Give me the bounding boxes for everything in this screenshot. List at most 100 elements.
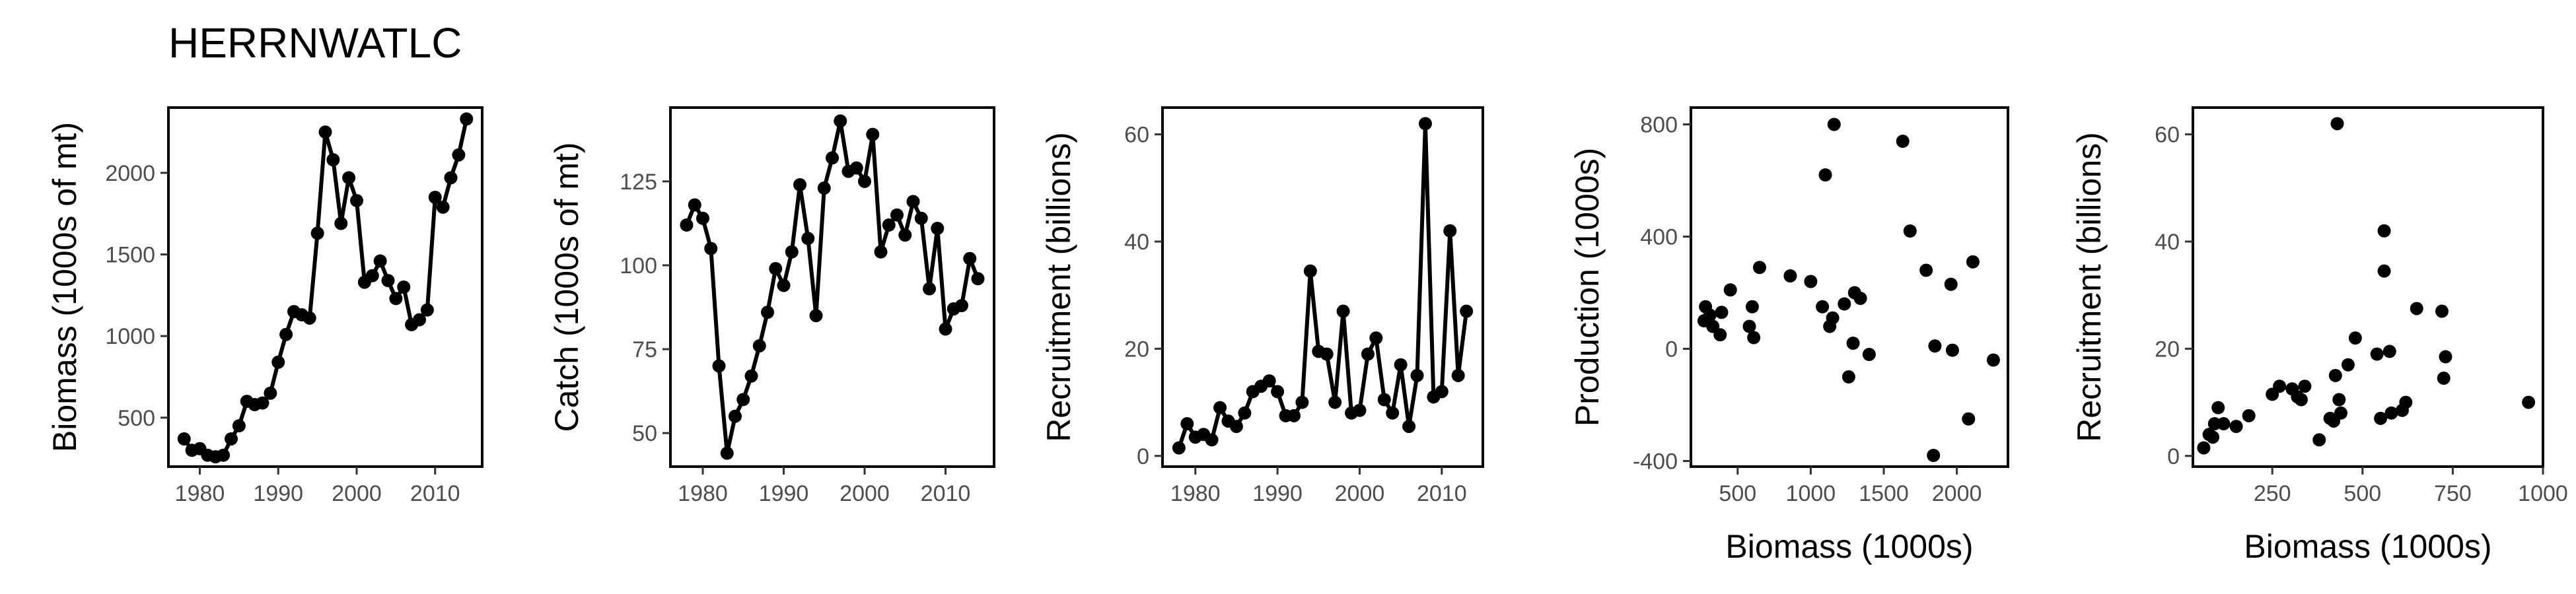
data-point [858,174,871,188]
data-point [279,327,293,341]
data-point [1713,328,1727,342]
plot-frame [1690,106,2009,468]
data-point [365,269,379,282]
x-tick-label: 750 [2434,481,2472,506]
data-point [2522,395,2536,409]
y-tick-label: 50 [632,421,657,446]
y-tick-label: 40 [2155,230,2180,255]
data-point [923,282,936,296]
y-tick-label: 125 [620,170,657,195]
data-point [2328,368,2342,382]
panel-catch-timeseries: Catch (1000s of mt) 50 75 100 125 1980 1990 20… [548,106,995,506]
data-point [906,195,920,209]
y-tick-label: 0 [2167,444,2180,469]
y-tick-label: 1500 [105,243,155,268]
y-axis-label: Recruitment (billions) [2071,132,2108,442]
series-line [182,118,469,459]
data-point [350,193,363,207]
data-point [736,393,750,407]
data-point [1804,275,1818,288]
data-point [1435,385,1449,399]
data-point [1846,337,1860,350]
data-point [2294,393,2308,407]
data-point [785,245,799,259]
data-point [2217,417,2231,431]
data-point [2374,411,2388,425]
data-point [1369,331,1383,345]
x-tick-label: 500 [2343,481,2381,506]
data-point [2211,401,2225,414]
x-tick-label: 1000 [1786,481,1836,506]
x-tick-label: 2010 [410,481,460,506]
data-point [2341,358,2355,372]
data-point [1818,168,1832,182]
data-point [1172,441,1186,455]
data-point [729,409,742,423]
y-tick-label: 0 [1665,337,1678,362]
x-tick-label: 2010 [1417,481,1467,506]
data-point [2370,347,2384,361]
y-tick-label: 20 [1124,337,1149,362]
y-axis-label: Recruitment (billions) [1040,132,1077,442]
y-axis-label: Biomass (1000s of mt) [46,122,83,452]
data-point [2384,406,2398,420]
data-point [1451,368,1465,382]
data-point [420,303,434,317]
data-point [1927,449,1941,462]
data-point [769,262,783,276]
x-tick-label: 1500 [1859,481,1909,506]
data-point [1703,308,1717,322]
data-point [963,251,977,265]
plot-frame [1161,106,1484,468]
data-point [2377,224,2391,238]
data-point [1752,261,1766,275]
data-point [1410,368,1424,382]
y-tick-label: 500 [118,406,155,431]
data-point [1783,269,1797,282]
data-point [1853,292,1867,305]
data-point [712,359,726,373]
data-point [2197,441,2211,455]
data-point [413,313,426,327]
y-tick-label: 75 [632,337,657,362]
data-point [2206,430,2220,444]
data-point [225,432,238,446]
panel-recruitment-vs-biomass: Recruitment (billions) Biomass (1000s) 0… [2071,106,2568,565]
data-point [744,369,758,383]
data-point [1377,393,1391,407]
x-tick-label: 1980 [175,481,225,506]
data-point [1229,420,1243,434]
data-point [2382,345,2396,358]
y-tick-label: 400 [1640,225,1678,250]
x-tick-label: 1980 [678,481,728,506]
data-point [2273,380,2287,393]
data-point [834,114,847,128]
data-point [2242,409,2256,422]
plot-frame [669,106,995,468]
data-point [1962,412,1976,426]
data-point [761,306,774,319]
panel-production-vs-biomass: Production (1000s) Biomass (1000s) -400 0… [1569,106,2009,565]
data-point [1271,385,1285,399]
panel-biomass-timeseries: Biomass (1000s of mt) 500 1000 1500 2000 198… [46,106,483,506]
x-tick-label: 1000 [2518,481,2568,506]
data-point [1742,319,1756,333]
data-point [1262,374,1276,388]
data-point [303,311,316,325]
y-tick-label: 60 [1124,123,1149,148]
data-point [817,182,831,195]
data-point [460,112,474,126]
data-point [1903,224,1917,238]
y-tick-label: 800 [1640,113,1678,138]
data-point [866,127,880,141]
x-tick-label: 2000 [1335,481,1385,506]
data-point [326,153,340,167]
data-point [256,396,269,410]
plot-frame [167,106,483,468]
data-point [1443,224,1457,238]
data-point [1460,304,1474,318]
data-point [971,272,985,286]
data-point [2334,406,2348,420]
data-point [1966,255,1980,269]
